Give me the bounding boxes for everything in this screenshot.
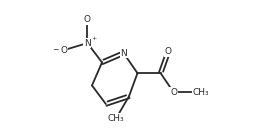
Text: N: N bbox=[84, 39, 91, 48]
Text: −: − bbox=[52, 46, 59, 55]
Text: O: O bbox=[165, 47, 172, 56]
Text: N: N bbox=[120, 49, 127, 58]
Text: CH₃: CH₃ bbox=[193, 88, 209, 97]
Text: O: O bbox=[170, 88, 177, 97]
Text: +: + bbox=[91, 36, 96, 41]
Text: CH₃: CH₃ bbox=[108, 114, 124, 123]
Text: O: O bbox=[61, 46, 68, 55]
Text: O: O bbox=[84, 15, 91, 25]
